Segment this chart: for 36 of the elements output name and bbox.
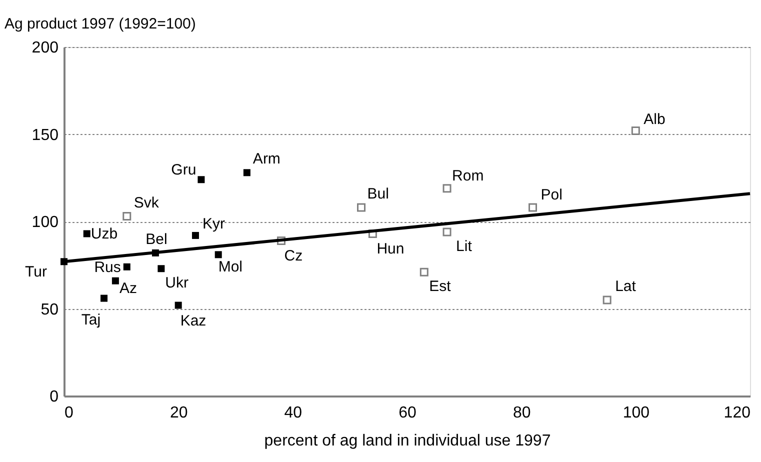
- y-tick-label: 200: [32, 40, 59, 56]
- annotation: Az: [119, 280, 137, 297]
- annotation: Bel: [146, 230, 168, 248]
- annotation: Hun: [376, 240, 404, 258]
- annotation: Lat: [615, 278, 637, 296]
- x-tick-label: 40: [284, 404, 302, 422]
- annotation: Rom: [452, 167, 484, 184]
- annotation: Lit: [456, 238, 473, 255]
- x-tick-label: 60: [398, 404, 416, 422]
- annotation: Kaz: [180, 312, 206, 330]
- annotation: Ukr: [165, 274, 189, 292]
- x-tick-label: 0: [64, 404, 74, 422]
- annotation: Est: [429, 278, 452, 296]
- x-axis-title: percent of ag land in individual use 1997: [264, 432, 551, 450]
- x-tick-label: 120: [724, 404, 751, 422]
- annotation: Pol: [540, 186, 562, 204]
- annotation: Bul: [367, 186, 389, 203]
- annotation: Gru: [171, 162, 196, 179]
- annotation: Mol: [218, 258, 243, 276]
- y-tick-label: 0: [50, 388, 59, 406]
- annotation: Tur: [25, 264, 47, 281]
- y-tick-label: 100: [32, 214, 59, 231]
- annotation: Svk: [134, 194, 160, 212]
- x-tick-label: 100: [622, 404, 650, 422]
- annotation: Taj: [81, 311, 101, 328]
- annotation: Alb: [644, 110, 666, 128]
- y-tick-label: 150: [32, 126, 59, 144]
- x-tick-label: 80: [512, 404, 531, 422]
- x-tick-label: 20: [170, 404, 188, 422]
- annotation: Uzb: [90, 226, 118, 243]
- annotation: Cz: [284, 248, 303, 265]
- y-tick-label: 50: [40, 301, 59, 318]
- annotation: Rus: [94, 258, 121, 276]
- y-axis-title: Ag product 1997 (1992=100): [4, 16, 196, 32]
- annotation: Kyr: [202, 215, 225, 232]
- annotation: Arm: [252, 150, 280, 168]
